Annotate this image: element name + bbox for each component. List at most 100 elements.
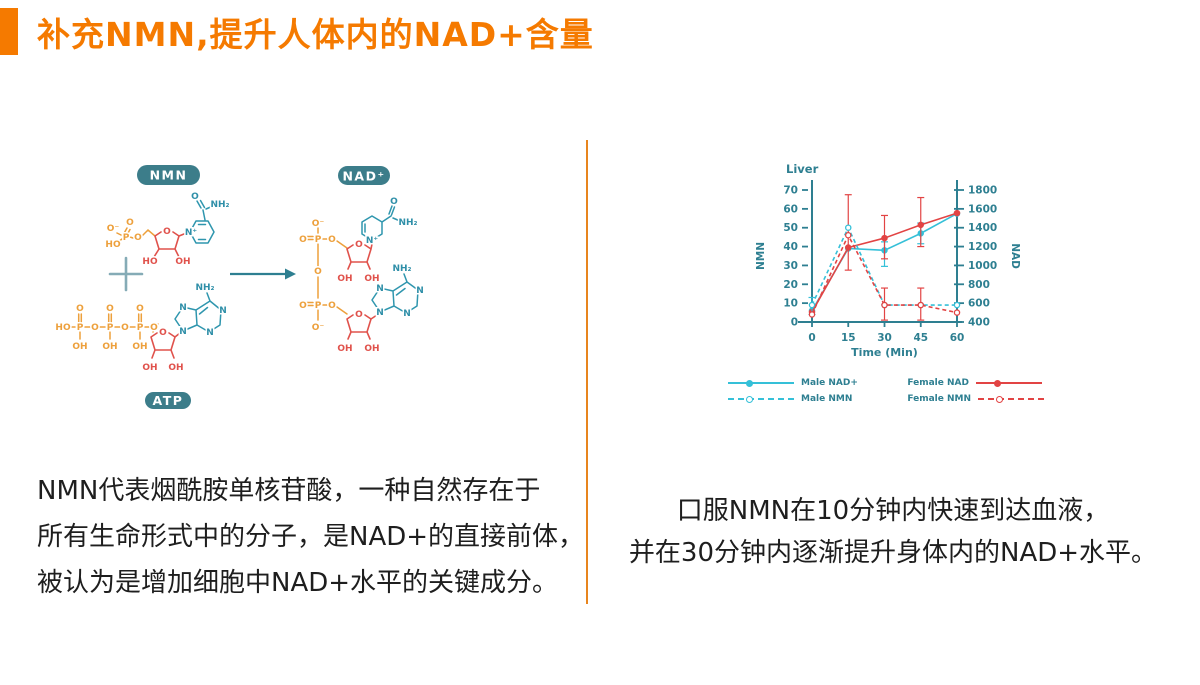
- page-title: 补充NMN,提升人体内的NAD+含量: [37, 15, 594, 54]
- atp-badge: [145, 392, 191, 409]
- legend-label: Female NMN: [907, 394, 971, 404]
- svg-text:O: O: [76, 304, 84, 314]
- svg-text:OH: OH: [168, 363, 183, 373]
- legend-column-female: Female NAD Female NMN: [907, 378, 1044, 404]
- absorption-description-line-2: 并在30分钟内逐渐提升身体内的NAD+水平。: [628, 538, 1158, 568]
- svg-text:NH₂: NH₂: [195, 283, 214, 293]
- nmn-description-line-1: NMN代表烟酰胺单核苷酸，一种自然存在于: [37, 476, 541, 506]
- plus-icon: [108, 256, 144, 292]
- svg-text:1200: 1200: [968, 241, 997, 253]
- svg-text:O: O: [159, 328, 167, 338]
- svg-text:40: 40: [783, 241, 798, 253]
- svg-text:NH₂: NH₂: [398, 218, 417, 228]
- nmn-description-line-2: 所有生命形式中的分子，是NAD+的直接前体，: [37, 522, 585, 552]
- title-accent-bar: [0, 8, 18, 55]
- svg-text:P: P: [315, 301, 322, 311]
- svg-text:OH: OH: [175, 257, 190, 267]
- nmn-description: NMN代表烟酰胺单核苷酸，一种自然存在于 所有生命形式中的分子，是NAD+的直接…: [37, 468, 584, 606]
- svg-text:10: 10: [783, 298, 798, 310]
- svg-text:800: 800: [968, 279, 990, 291]
- nmn-badge: [137, 165, 200, 185]
- svg-text:OH: OH: [132, 342, 147, 352]
- vertical-divider: [586, 140, 588, 604]
- svg-text:1800: 1800: [968, 185, 997, 197]
- svg-text:OH: OH: [364, 344, 379, 354]
- svg-text:O: O: [126, 218, 134, 228]
- svg-text:O: O: [91, 323, 99, 333]
- svg-text:O: O: [150, 323, 158, 333]
- svg-text:0: 0: [791, 317, 798, 329]
- chart-legend: Male NAD+ Male NMN Female NAD Female NMN: [728, 378, 1044, 404]
- svg-text:1000: 1000: [968, 260, 997, 272]
- legend-item-male-nmn: Male NMN: [728, 394, 858, 404]
- svg-text:70: 70: [783, 185, 798, 197]
- svg-text:Liver: Liver: [786, 162, 819, 176]
- nad-badge: [338, 166, 390, 185]
- svg-text:NH₂: NH₂: [392, 264, 411, 274]
- svg-text:50: 50: [783, 222, 798, 234]
- svg-text:P: P: [137, 323, 144, 333]
- svg-text:30: 30: [877, 332, 892, 344]
- svg-text:30: 30: [783, 260, 798, 272]
- atp-molecule: HO P P P O O O OH OH OH O O O O OH OH N …: [54, 282, 228, 409]
- svg-text:O: O: [121, 323, 129, 333]
- svg-text:N⁺: N⁺: [366, 236, 379, 246]
- svg-text:60: 60: [783, 203, 798, 215]
- absorption-description-line-1: 口服NMN在10分钟内快速到达血液，: [676, 496, 1110, 526]
- svg-text:400: 400: [968, 317, 990, 329]
- svg-text:O: O: [328, 301, 336, 311]
- svg-text:O⁻: O⁻: [312, 219, 325, 229]
- svg-text:O: O: [134, 233, 142, 243]
- nmn-molecule: NMN O⁻ O P HO O O HO OH N⁺ O NH₂: [104, 165, 231, 269]
- svg-text:OH: OH: [337, 274, 352, 284]
- svg-text:N⁺: N⁺: [185, 228, 198, 238]
- svg-text:O: O: [163, 227, 171, 237]
- svg-text:1400: 1400: [968, 222, 997, 234]
- legend-label: Male NMN: [801, 394, 853, 404]
- legend-line-swatch: [728, 379, 794, 387]
- svg-text:O⁻: O⁻: [107, 224, 120, 234]
- legend-column-male: Male NAD+ Male NMN: [728, 378, 858, 404]
- svg-text:NAD: NAD: [1009, 243, 1021, 269]
- svg-text:O: O: [106, 304, 114, 314]
- open-circle-marker: [996, 395, 1004, 403]
- svg-text:Time (Min): Time (Min): [851, 346, 918, 359]
- svg-text:OH: OH: [142, 363, 157, 373]
- svg-text:N: N: [179, 327, 187, 337]
- svg-text:O: O: [191, 192, 199, 202]
- filled-circle-marker: [994, 379, 1002, 387]
- svg-text:OH: OH: [102, 342, 117, 352]
- atp-badge-label: ATP: [153, 393, 184, 408]
- liver-chart-svg: 0 10 20 30 40 50 60 70 400 600 800 1000 1200 1400 1600…: [755, 162, 1021, 359]
- svg-text:P: P: [123, 233, 130, 243]
- svg-text:N: N: [206, 328, 214, 338]
- svg-text:OH: OH: [72, 342, 87, 352]
- svg-text:HO: HO: [55, 323, 71, 333]
- svg-text:O: O: [355, 310, 363, 320]
- svg-text:600: 600: [968, 298, 990, 310]
- svg-text:OH: OH: [364, 274, 379, 284]
- svg-text:N: N: [416, 286, 424, 296]
- svg-text:NH₂: NH₂: [210, 200, 229, 210]
- svg-text:N: N: [219, 306, 227, 316]
- legend-item-male-nad-: Male NAD+: [728, 378, 858, 388]
- svg-text:0: 0: [808, 332, 815, 344]
- svg-text:O: O: [328, 235, 336, 245]
- svg-text:20: 20: [783, 279, 798, 291]
- svg-text:1600: 1600: [968, 203, 997, 215]
- svg-text:HO: HO: [142, 257, 158, 267]
- nad-molecule: NAD⁺ O⁻ O P O O O P O⁻ O O OH OH N⁺ O NH…: [298, 166, 425, 356]
- svg-text:O: O: [390, 197, 398, 207]
- svg-text:45: 45: [913, 332, 928, 344]
- legend-label: Female NAD: [907, 378, 969, 388]
- svg-text:P: P: [107, 323, 114, 333]
- svg-text:P: P: [315, 235, 322, 245]
- nad-badge-label: NAD⁺: [342, 169, 385, 184]
- legend-line-swatch: [975, 379, 1042, 387]
- svg-text:HO: HO: [105, 240, 121, 250]
- legend-line-swatch: [978, 395, 1044, 403]
- svg-text:O: O: [299, 301, 307, 311]
- svg-text:O: O: [355, 240, 363, 250]
- svg-text:N: N: [179, 303, 187, 313]
